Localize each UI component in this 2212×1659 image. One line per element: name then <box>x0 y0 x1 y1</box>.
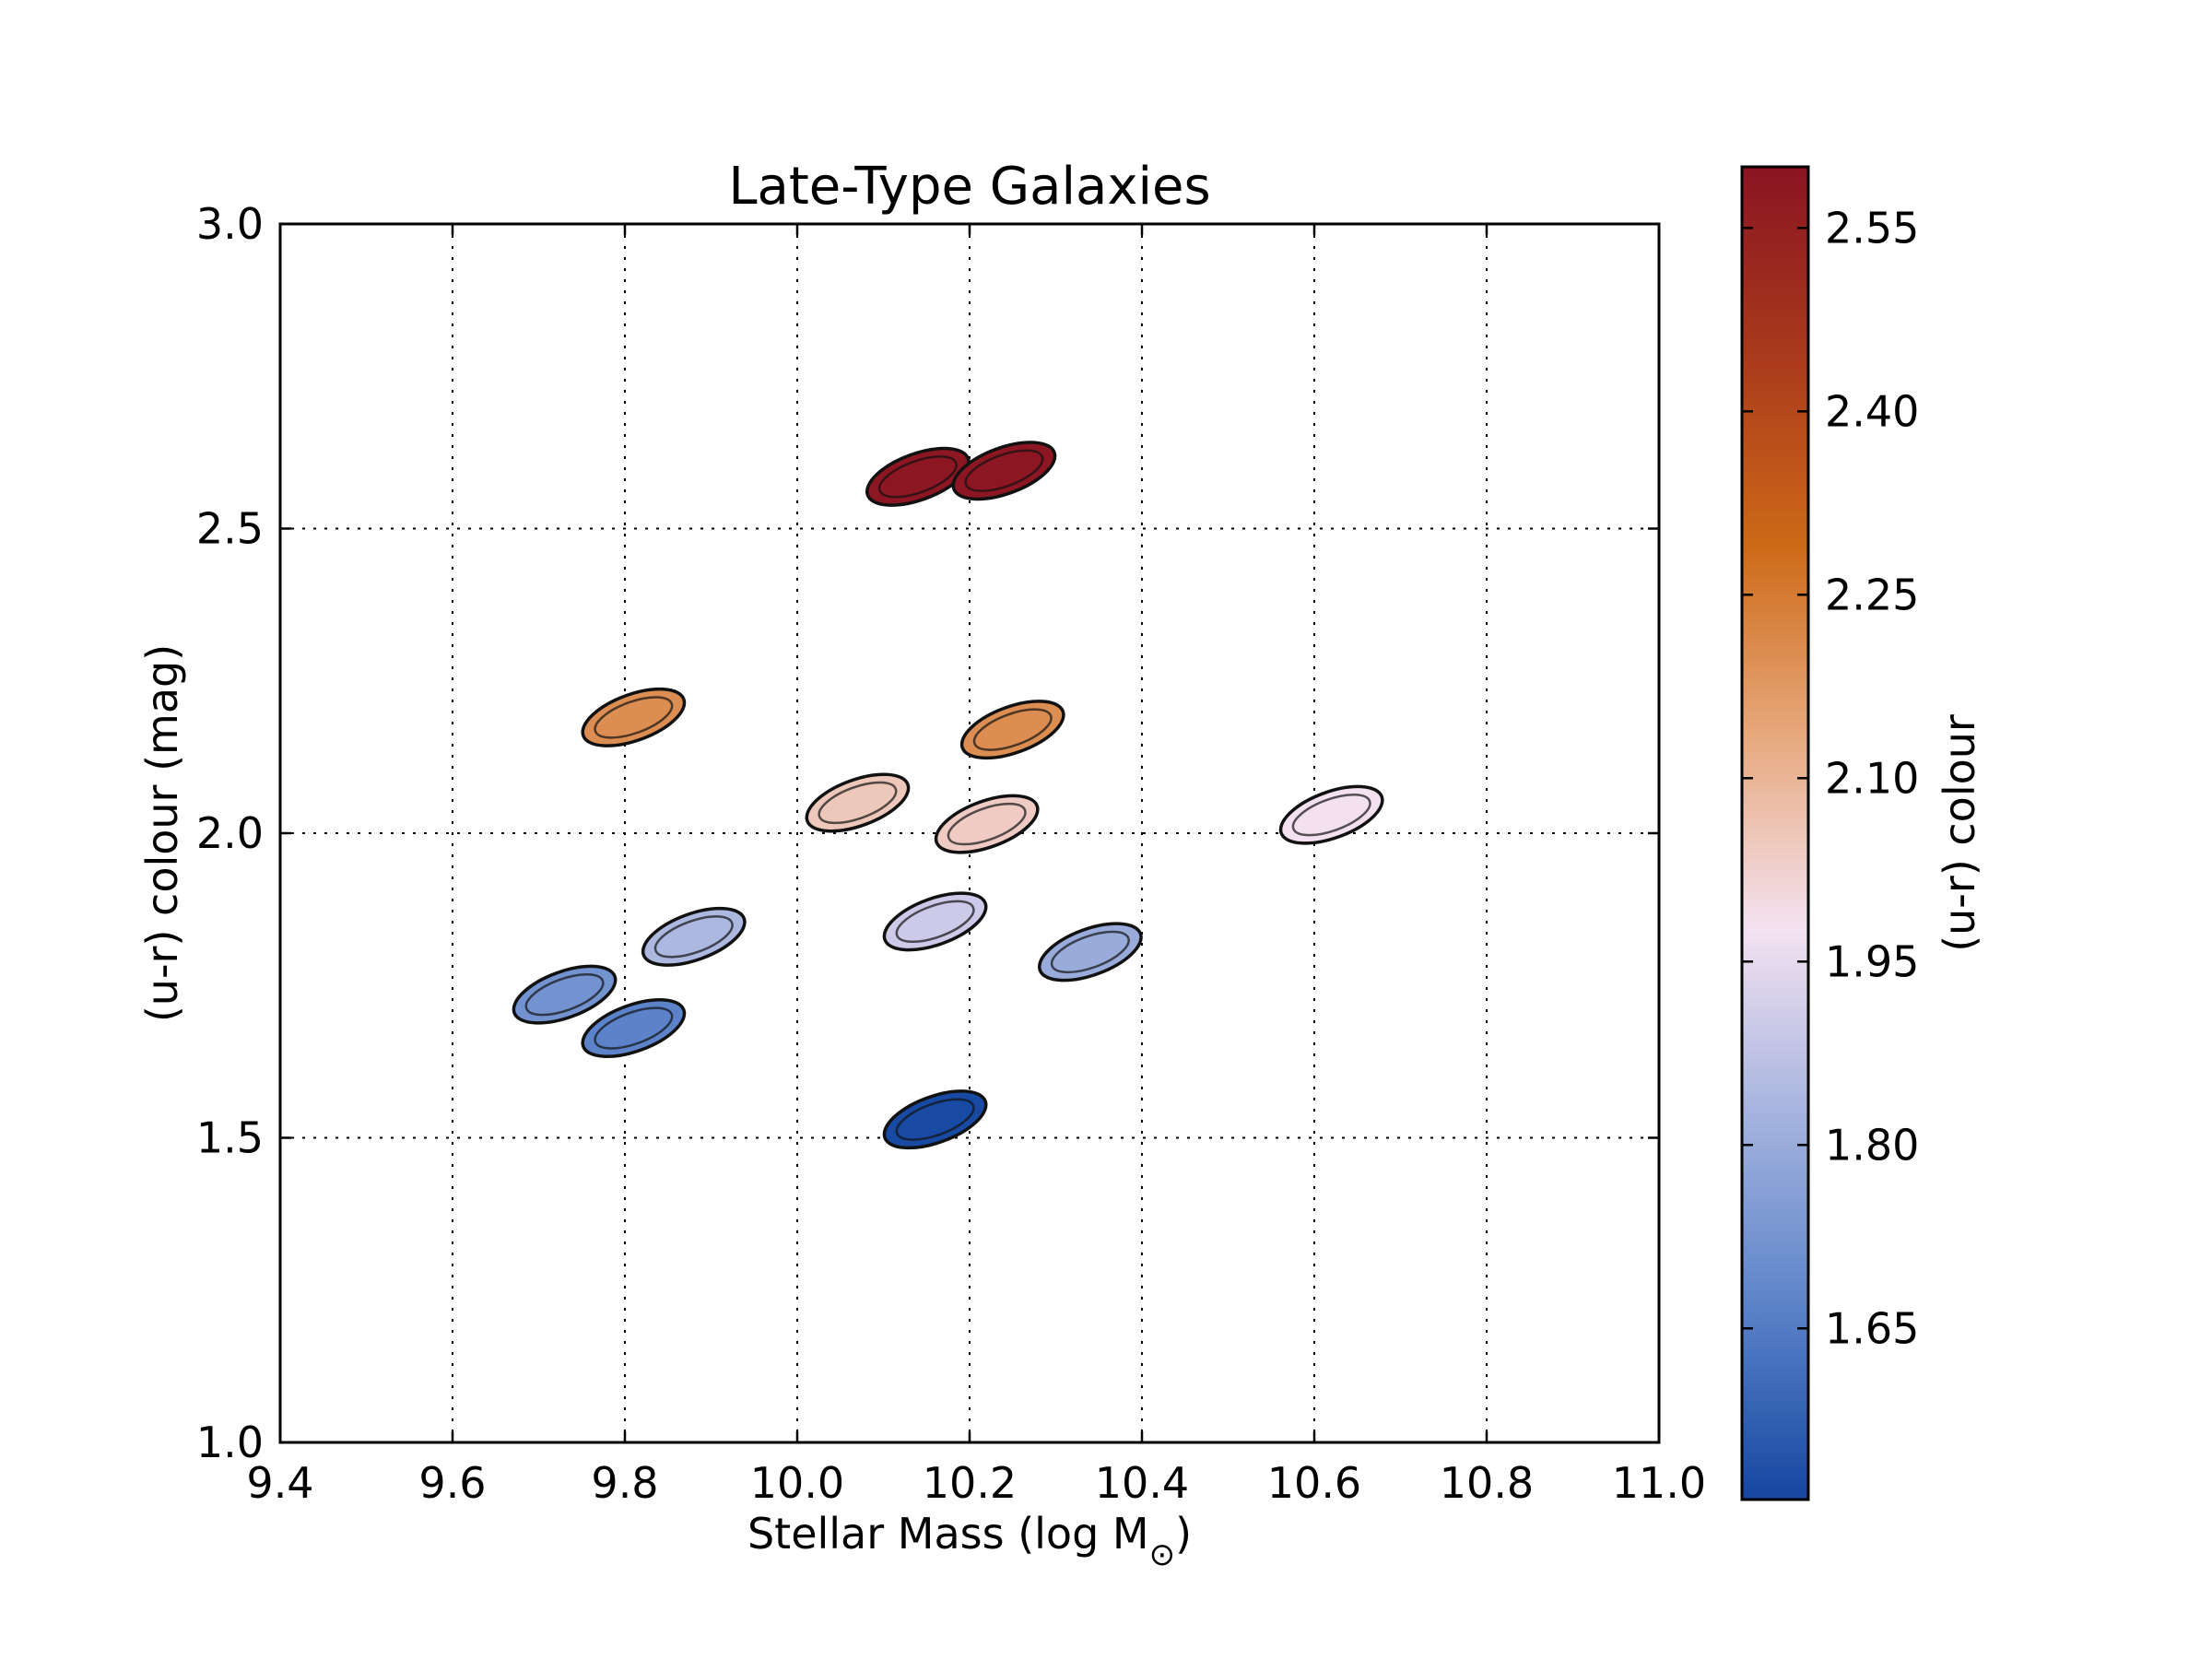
data-point <box>959 700 1065 760</box>
data-point <box>805 772 911 833</box>
data-point <box>1278 784 1384 845</box>
axis-ticks <box>278 222 1661 1444</box>
colorbar-ticks: 1.65 1.80 1.95 2.10 2.25 2.40 2.55 <box>1742 203 1919 1353</box>
x-axis-label: Stellar Mass (log M⊙) <box>747 1509 1192 1573</box>
x-tick-label: 10.2 <box>923 1458 1017 1508</box>
ellipse-outer <box>581 687 687 747</box>
data-point <box>1037 922 1143 982</box>
ellipse-inner <box>895 1098 975 1141</box>
ellipse-outer <box>1278 784 1384 845</box>
ellipse-inner <box>1291 793 1371 837</box>
y-tick-label: 3.0 <box>196 199 264 249</box>
colorbar-label: (u-r) colour <box>1935 714 1984 952</box>
y-axis-label: (u-r) colour (mag) <box>137 644 187 1022</box>
x-tick-label: 9.8 <box>591 1458 658 1508</box>
ellipse-outer <box>865 446 971 507</box>
data-markers <box>512 441 1384 1150</box>
colorbar-tick-label: 1.65 <box>1825 1303 1919 1353</box>
ellipse-inner <box>964 449 1044 492</box>
ellipse-inner <box>895 900 975 944</box>
y-tick-label: 1.0 <box>196 1418 264 1467</box>
ellipse-inner <box>1050 930 1130 974</box>
sun-symbol: ⊙ <box>1149 1536 1176 1573</box>
y-tick-labels: 1.0 1.5 2.0 2.5 3.0 <box>196 199 264 1467</box>
data-point <box>882 891 988 952</box>
ellipse-outer <box>882 891 988 952</box>
data-point <box>865 446 971 507</box>
ellipse-inner <box>972 708 1053 751</box>
colorbar <box>1740 165 1810 1501</box>
y-tick-label: 1.5 <box>196 1113 264 1163</box>
x-tick-label: 9.4 <box>246 1458 313 1508</box>
data-point <box>581 687 687 747</box>
data-point <box>934 794 1040 854</box>
chart-title: Late-Type Galaxies <box>728 157 1210 217</box>
ellipse-outer <box>1037 922 1143 982</box>
y-tick-label: 2.0 <box>196 808 264 858</box>
ellipse-outer <box>805 772 911 833</box>
x-tick-label: 10.6 <box>1267 1458 1361 1508</box>
colorbar-tick-label: 2.10 <box>1825 753 1919 803</box>
ellipse-outer <box>882 1089 988 1150</box>
x-tick-label: 11.0 <box>1612 1458 1706 1508</box>
data-point <box>641 906 747 967</box>
x-axis-label-close: ) <box>1175 1509 1192 1559</box>
data-point <box>581 998 687 1059</box>
colorbar-tick-label: 2.40 <box>1825 386 1919 436</box>
data-point <box>512 964 618 1025</box>
ellipse-outer <box>581 998 687 1059</box>
x-tick-label: 10.8 <box>1440 1458 1534 1508</box>
colorbar-tick-label: 2.55 <box>1825 203 1919 253</box>
ellipse-outer <box>951 441 1057 501</box>
x-axis-label-text: Stellar Mass (log M <box>747 1509 1149 1559</box>
ellipse-outer <box>641 906 747 967</box>
ellipse-inner <box>653 915 734 959</box>
colorbar-tick-label: 1.80 <box>1825 1120 1919 1170</box>
ellipse-outer <box>934 794 1040 854</box>
data-point <box>951 441 1057 501</box>
ellipse-outer <box>512 964 618 1025</box>
ellipse-inner <box>947 802 1027 846</box>
ellipse-outer <box>959 700 1065 760</box>
ellipse-inner <box>818 781 898 825</box>
x-tick-label: 10.0 <box>750 1458 844 1508</box>
ellipse-inner <box>877 455 958 499</box>
x-tick-labels: 9.4 9.6 9.8 10.0 10.2 10.4 10.6 10.8 11.0 <box>246 1458 1706 1508</box>
ellipse-inner <box>524 972 605 1017</box>
data-point <box>882 1089 988 1150</box>
x-tick-label: 9.6 <box>418 1458 486 1508</box>
colorbar-tick-label: 1.95 <box>1825 936 1919 986</box>
ellipse-inner <box>594 696 674 739</box>
colorbar-tick-label: 2.25 <box>1825 570 1919 619</box>
ellipse-inner <box>594 1006 674 1050</box>
y-tick-label: 2.5 <box>196 504 264 554</box>
x-tick-label: 10.4 <box>1095 1458 1189 1508</box>
